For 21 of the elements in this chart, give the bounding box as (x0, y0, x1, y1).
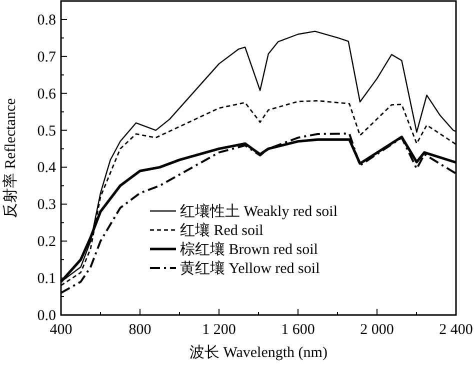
y-tick-label: 0.7 (37, 49, 56, 66)
y-tick-label: 0.5 (37, 123, 56, 140)
x-axis-title: 波长 Wavelength (nm) (190, 344, 328, 361)
legend-label: 黄红壤 Yellow red soil (180, 260, 320, 277)
y-tick-label: 0.2 (37, 234, 56, 250)
x-tick-label: 1 200 (202, 322, 236, 338)
legend-label: 棕红壤 Brown red soil (180, 241, 318, 258)
y-tick-label: 0.0 (37, 308, 56, 324)
y-tick-label: 0.3 (37, 197, 56, 214)
x-tick-label: 400 (50, 322, 72, 338)
x-tick-label: 2 000 (360, 322, 394, 338)
y-tick-label: 0.6 (37, 86, 56, 102)
legend-label: 红壤 Red soil (180, 222, 264, 239)
x-tick-label: 2 400 (439, 322, 473, 338)
x-tick-label: 1 600 (281, 322, 315, 338)
x-tick-label: 800 (128, 322, 152, 338)
y-tick-label: 0.1 (37, 271, 56, 288)
y-tick-label: 0.4 (37, 160, 56, 176)
legend-label: 红壤性土 Weakly red soil (180, 203, 338, 220)
y-axis-title: 反射率 Reflectance (2, 98, 19, 218)
y-tick-label: 0.8 (37, 12, 56, 28)
